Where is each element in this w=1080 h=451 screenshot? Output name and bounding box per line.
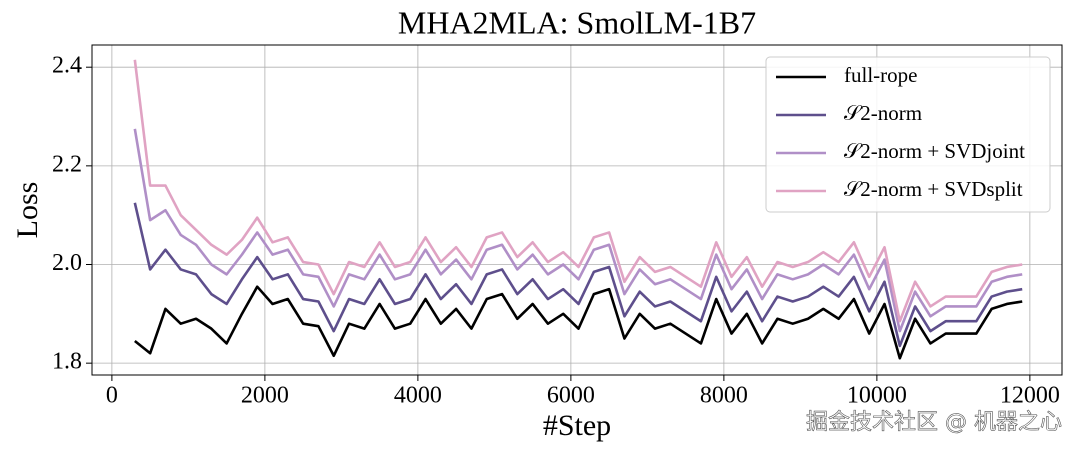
legend-label: 𝒮2-norm + SVDsplit	[844, 177, 1023, 201]
x-tick-label: 2000	[241, 383, 289, 409]
legend-box	[765, 56, 1051, 213]
x-tick-label: 0	[106, 383, 118, 409]
legend-label: 𝒮2-norm + SVDjoint	[844, 139, 1025, 163]
series-line	[133, 59, 1023, 323]
series-line	[134, 285, 1023, 360]
x-tick-label: 8000	[700, 383, 748, 409]
x-tick-label: 10000	[847, 383, 907, 409]
watermark: 掘金技术社区 @ 机器之心	[806, 410, 1062, 435]
series-line	[133, 202, 1023, 348]
legend-label: full-rope	[844, 63, 917, 87]
y-axis-label: Loss	[11, 182, 44, 239]
x-tick-label: 12000	[1000, 383, 1060, 409]
y-tick-label: 2.0	[52, 250, 82, 276]
x-tick-label: 6000	[547, 383, 595, 409]
plot-frame	[91, 44, 1063, 376]
legend-label: 𝒮2-norm	[844, 101, 922, 125]
series-line	[133, 128, 1023, 333]
y-tick-label: 2.2	[52, 151, 82, 177]
x-tick-label: 4000	[394, 383, 442, 409]
y-tick-label: 2.4	[52, 53, 82, 79]
y-tick-label: 1.8	[52, 349, 82, 375]
chart-title: MHA2MLA: SmolLM-1B7	[398, 4, 756, 40]
x-axis-label: #Step	[543, 409, 611, 442]
